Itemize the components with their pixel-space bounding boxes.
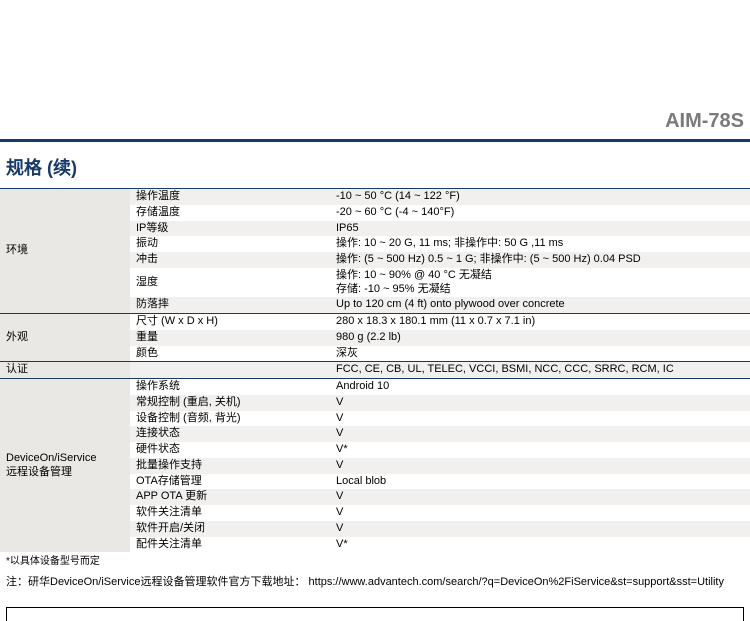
- note-prefix: 注：研华DeviceOn/iService远程设备管理软件官方下载地址：: [6, 576, 309, 588]
- spec-value: IP65: [330, 221, 750, 237]
- spec-value: V: [330, 411, 750, 427]
- footnote: *以具体设备型号而定: [0, 552, 750, 567]
- spec-label: 尺寸 (W x D x H): [130, 314, 330, 330]
- spec-value: 深灰: [330, 346, 750, 362]
- spec-label: 重量: [130, 330, 330, 346]
- spec-value: V*: [330, 442, 750, 458]
- bottom-box: [6, 607, 744, 621]
- spec-value: FCC, CE, CB, UL, TELEC, VCCI, BSMI, NCC,…: [330, 362, 750, 379]
- category-cell: 外观: [0, 314, 130, 362]
- spec-value: V*: [330, 537, 750, 553]
- spec-value: V: [330, 395, 750, 411]
- spec-label: 振动: [130, 236, 330, 252]
- spec-value: V: [330, 458, 750, 474]
- spec-label: 操作系统: [130, 379, 330, 395]
- spec-value: V: [330, 505, 750, 521]
- note-url: https://www.advantech.com/search/?q=Devi…: [309, 576, 724, 588]
- spec-label: 设备控制 (音频, 背光): [130, 411, 330, 427]
- spec-label: 湿度: [130, 268, 330, 298]
- spec-value: V: [330, 426, 750, 442]
- spec-value: V: [330, 489, 750, 505]
- spec-label: 配件关注清单: [130, 537, 330, 553]
- spec-value: 280 x 18.3 x 180.1 mm (11 x 0.7 x 7.1 in…: [330, 314, 750, 330]
- spec-label: 防落摔: [130, 297, 330, 313]
- spec-value: V: [330, 521, 750, 537]
- spec-label: 冲击: [130, 252, 330, 268]
- spec-label: OTA存储管理: [130, 474, 330, 490]
- spec-value: 操作: 10 ~ 90% @ 40 °C 无凝结存储: -10 ~ 95% 无凝…: [330, 268, 750, 298]
- category-cell: 环境: [0, 189, 130, 314]
- spec-label: 存储温度: [130, 205, 330, 221]
- spec-value: -10 ~ 50 °C (14 ~ 122 °F): [330, 189, 750, 205]
- spec-label: 连接状态: [130, 426, 330, 442]
- category-cell: DeviceOn/iService远程设备管理: [0, 379, 130, 553]
- spec-table: 环境操作温度-10 ~ 50 °C (14 ~ 122 °F)存储温度-20 ~…: [0, 188, 750, 552]
- spec-value: Android 10: [330, 379, 750, 395]
- download-note: 注：研华DeviceOn/iService远程设备管理软件官方下载地址： htt…: [0, 567, 750, 599]
- spec-label: [130, 362, 330, 379]
- spec-label: 操作温度: [130, 189, 330, 205]
- spec-value: 操作: (5 ~ 500 Hz) 0.5 ~ 1 G; 非操作中: (5 ~ 5…: [330, 252, 750, 268]
- spec-label: 硬件状态: [130, 442, 330, 458]
- spec-label: 软件关注清单: [130, 505, 330, 521]
- spec-label: IP等级: [130, 221, 330, 237]
- spec-label: APP OTA 更新: [130, 489, 330, 505]
- spec-label: 颜色: [130, 346, 330, 362]
- spec-value: -20 ~ 60 °C (-4 ~ 140°F): [330, 205, 750, 221]
- spec-label: 软件开启/关闭: [130, 521, 330, 537]
- spec-label: 批量操作支持: [130, 458, 330, 474]
- category-cell: 认证: [0, 362, 130, 379]
- spec-label: 常规控制 (重启, 关机): [130, 395, 330, 411]
- spec-value: 操作: 10 ~ 20 G, 11 ms; 非操作中: 50 G ,11 ms: [330, 236, 750, 252]
- top-rule: [0, 139, 750, 142]
- section-title: 规格 (续): [0, 150, 750, 188]
- spec-value: Local blob: [330, 474, 750, 490]
- spec-value: Up to 120 cm (4 ft) onto plywood over co…: [330, 297, 750, 313]
- model-name: AIM-78S: [0, 110, 750, 139]
- spec-value: 980 g (2.2 lb): [330, 330, 750, 346]
